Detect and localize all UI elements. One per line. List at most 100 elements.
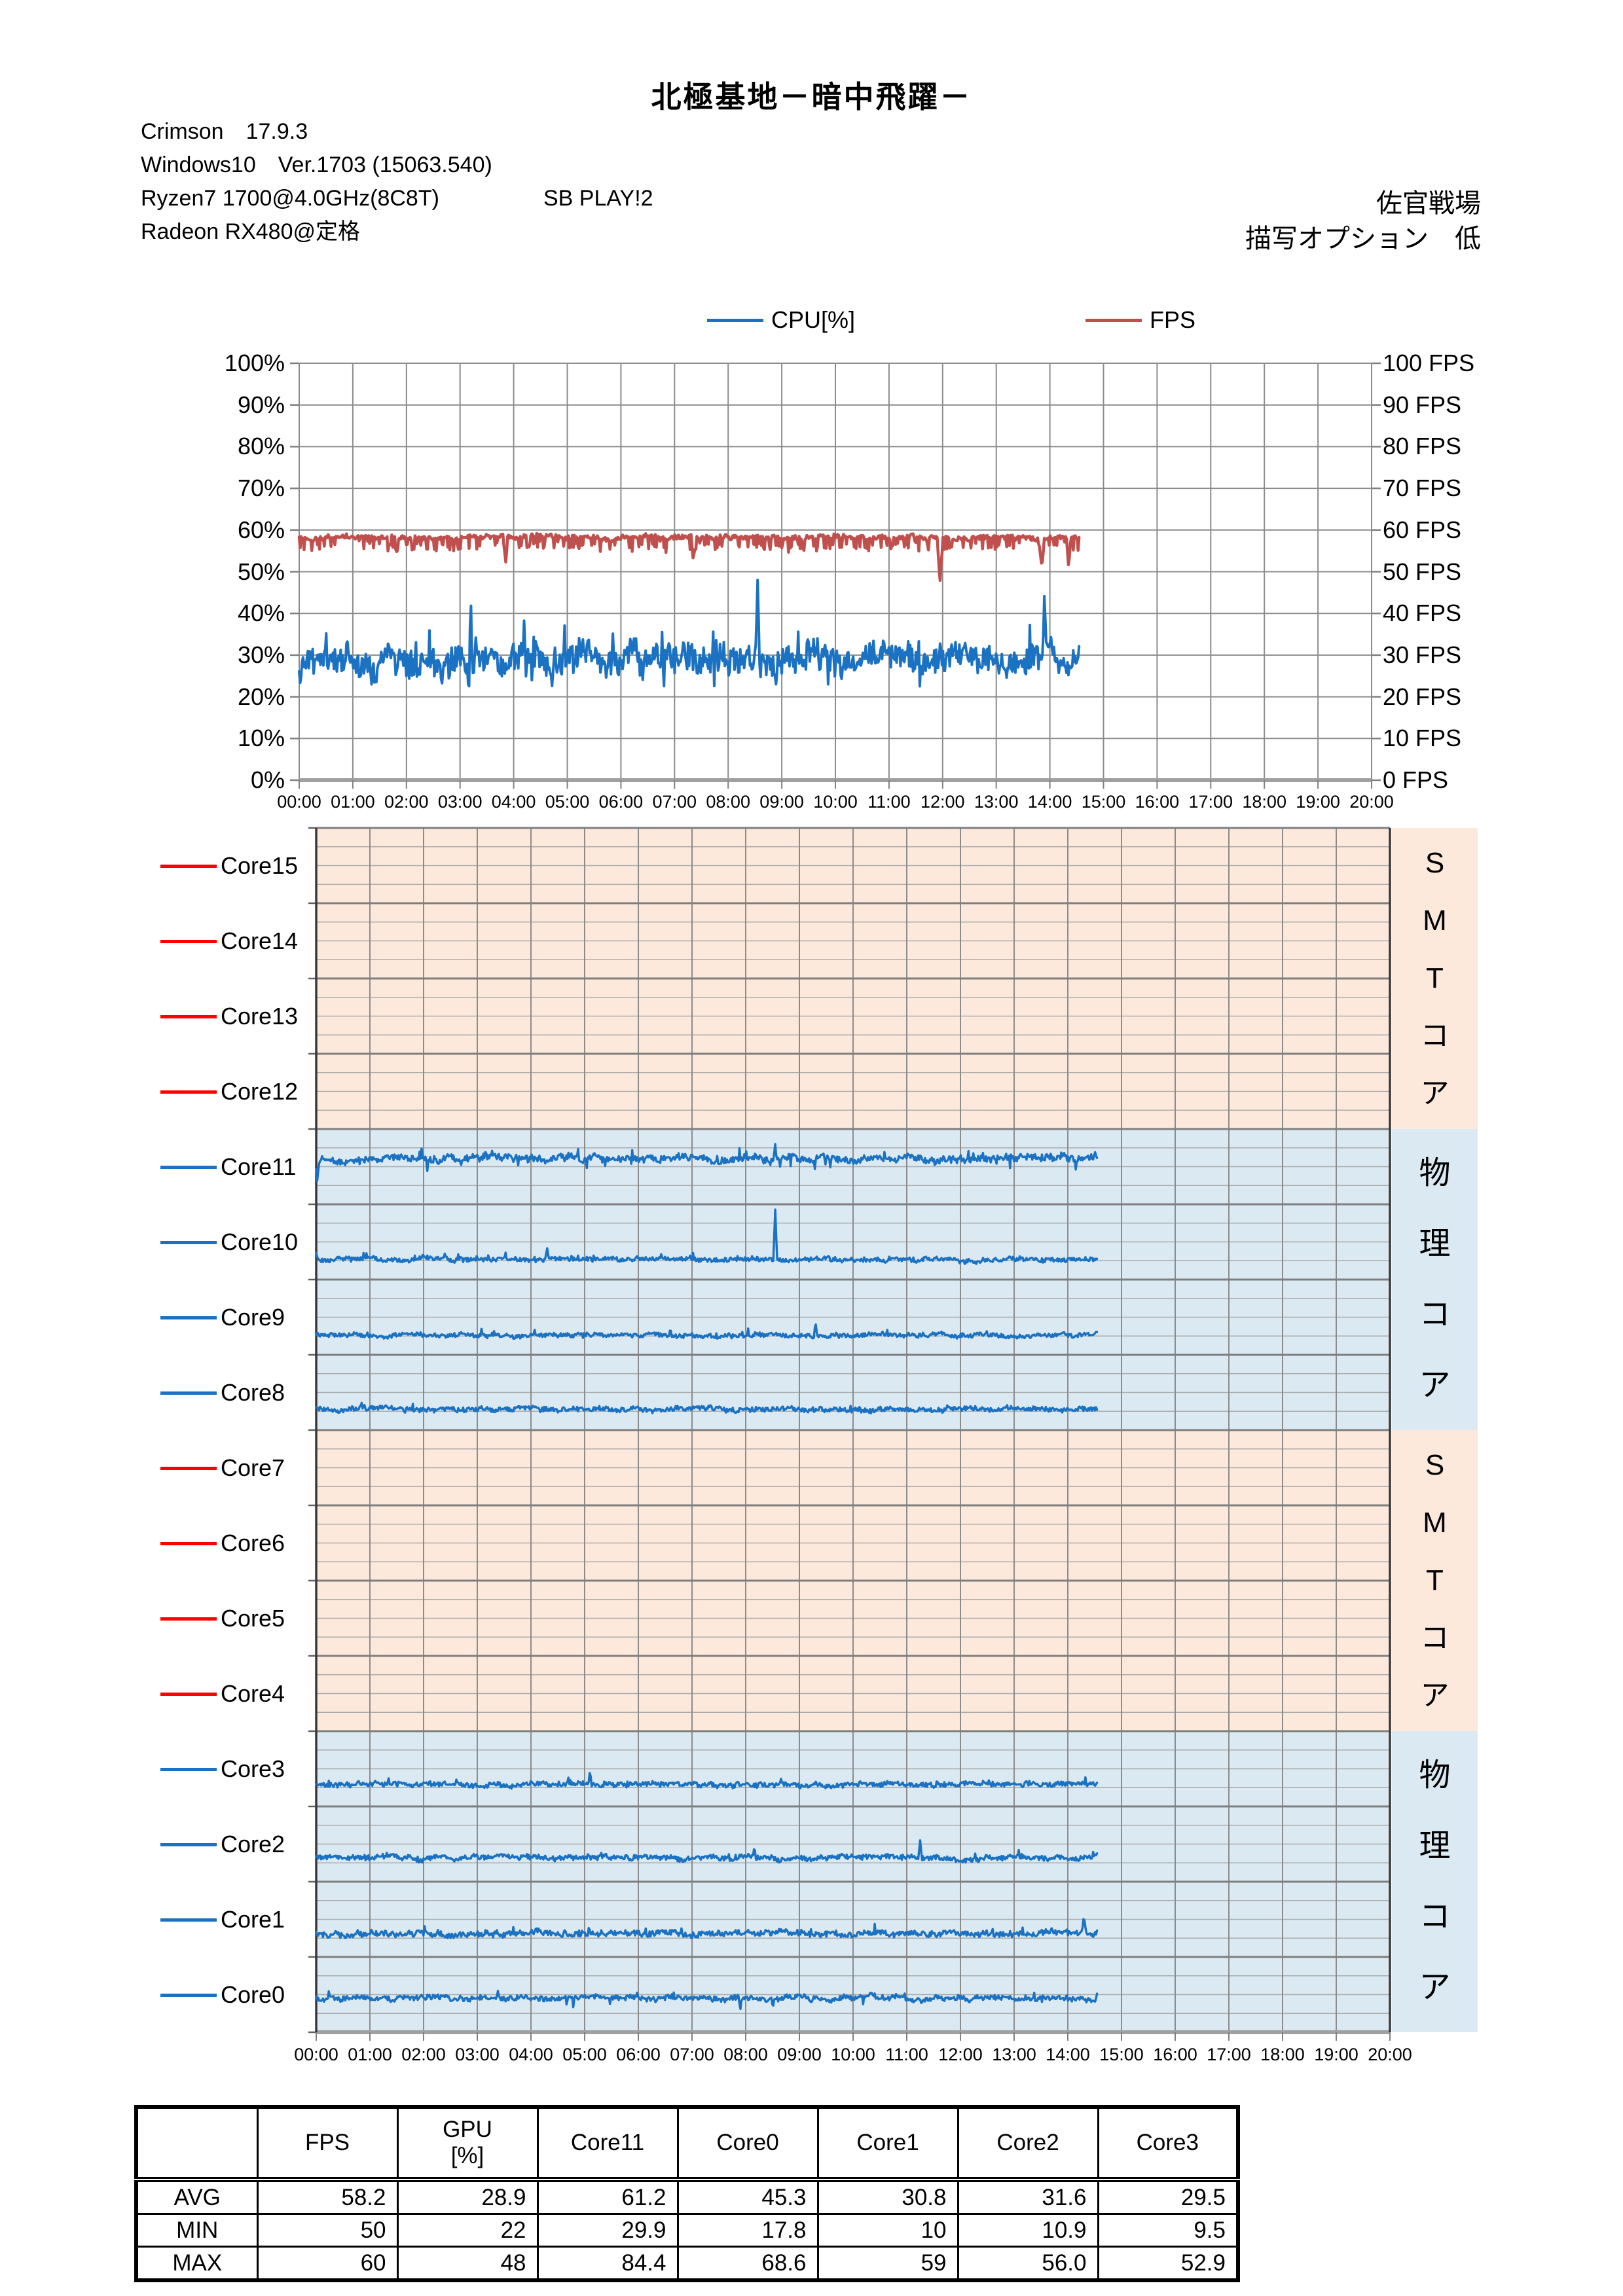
column-header: Core2 — [957, 2106, 1099, 2182]
core-legend-line-icon — [160, 1466, 217, 1470]
core-label: Core10 — [221, 1228, 299, 1255]
time-tick-label: 03:00 — [455, 2045, 500, 2064]
time-tick-label: 12:00 — [938, 2045, 983, 2064]
column-header: Core1 — [816, 2106, 959, 2182]
core-legend-line-icon — [160, 1541, 217, 1545]
core-legend-line-icon — [160, 1165, 217, 1169]
time-tick-label: 08:00 — [706, 792, 750, 812]
percent-tick-label: 10% — [237, 725, 285, 752]
fps-tick-label: 20 FPS — [1383, 683, 1462, 710]
fps-tick-label: 30 FPS — [1383, 641, 1462, 668]
trace-core9 — [315, 1323, 1099, 1340]
percent-tick-label: 40% — [237, 600, 285, 627]
scene-name: 佐官戦場 — [1376, 189, 1481, 218]
core-legend-line-icon — [160, 1918, 217, 1922]
trace-core0 — [315, 1990, 1099, 2011]
core-group-block-physical: 物理コア — [1392, 1731, 1478, 2032]
core-legend-line-icon — [160, 1767, 217, 1771]
benchmark-name: SB PLAY!2 — [543, 186, 653, 211]
time-tick-label: 06:00 — [616, 2045, 661, 2064]
group-label-char: M — [1423, 905, 1447, 937]
table-header-row: FPS GPU [%] Core11 Core0 Core1 Core2 Core3 — [135, 2106, 1239, 2182]
time-tick-label: 08:00 — [723, 2045, 768, 2064]
fps-legend-line-icon — [1085, 318, 1142, 322]
cpu-legend-label: CPU[%] — [771, 306, 856, 333]
stat-value-cell: 52.9 — [1097, 2246, 1239, 2282]
row-label: MIN — [135, 2213, 259, 2248]
percent-tick-label: 100% — [224, 350, 285, 376]
group-label-char: 物 — [1419, 1156, 1451, 1191]
core-label: Core7 — [221, 1454, 285, 1481]
stat-value-cell: 30.8 — [816, 2178, 959, 2215]
group-label-char: ア — [1419, 1368, 1451, 1403]
fps-tick-label: 0 FPS — [1383, 766, 1449, 793]
percent-tick-label: 30% — [237, 641, 285, 668]
stat-value-cell: 17.8 — [676, 2213, 819, 2248]
stat-value-cell: 59 — [816, 2246, 959, 2282]
time-tick-label: 16:00 — [1135, 792, 1180, 812]
time-tick-label: 09:00 — [777, 2045, 822, 2064]
percent-tick-label: 0% — [250, 766, 285, 793]
core-legend-line-icon — [160, 1240, 217, 1244]
core-label: Core12 — [221, 1077, 299, 1105]
time-tick-label: 19:00 — [1296, 792, 1340, 812]
group-label-char: 理 — [1419, 1227, 1451, 1261]
time-tick-label: 12:00 — [921, 792, 965, 812]
fps-tick-label: 50 FPS — [1383, 558, 1462, 585]
driver-version-line: Crimson 17.9.3 — [141, 119, 308, 144]
stat-value-cell: 56.0 — [957, 2246, 1099, 2282]
core-label: Core1 — [221, 1905, 285, 1933]
row-label: MAX — [135, 2246, 259, 2282]
chart-legend: CPU[%] FPS — [707, 306, 1195, 334]
core-legend-line-icon — [160, 939, 217, 943]
time-tick-label: 11:00 — [867, 792, 911, 812]
legend-item-cpu: CPU[%] — [707, 306, 855, 334]
core-label: Core13 — [221, 1002, 299, 1030]
core-legend-line-icon — [160, 864, 217, 868]
time-tick-label: 06:00 — [598, 792, 644, 812]
core-label: Core5 — [221, 1604, 285, 1632]
time-tick-label: 01:00 — [331, 792, 375, 812]
table-row: AVG 58.2 28.9 61.2 45.3 30.8 31.6 29.5 — [135, 2178, 1239, 2215]
core-label: Core4 — [221, 1679, 285, 1707]
group-label-char: S — [1425, 847, 1445, 879]
stat-value-cell: 61.2 — [536, 2178, 679, 2215]
group-label-char: T — [1426, 962, 1444, 994]
group-label-char: コ — [1419, 1899, 1451, 1934]
group-label-char: 物 — [1419, 1758, 1451, 1793]
core-label: Core6 — [221, 1529, 285, 1556]
time-tick-label: 04:00 — [509, 2045, 553, 2064]
percent-tick-label: 90% — [237, 391, 285, 418]
time-tick-label: 10:00 — [831, 2045, 875, 2064]
trace-core10 — [315, 1208, 1099, 1265]
time-tick-label: 17:00 — [1207, 2045, 1251, 2064]
time-tick-label: 19:00 — [1314, 2045, 1359, 2064]
group-label-char: M — [1423, 1507, 1447, 1539]
stat-value-cell: 9.5 — [1097, 2213, 1239, 2248]
trace-fps — [297, 531, 1081, 583]
group-label-char: コ — [1419, 1297, 1451, 1332]
stat-value-cell: 50 — [256, 2213, 399, 2248]
cpu-fps-chart — [290, 362, 1381, 789]
group-label-char: コ — [1420, 1020, 1450, 1052]
cpu-spec-line: Ryzen7 1700@4.0GHz(8C8T) SB PLAY!2 — [141, 182, 653, 215]
time-tick-label: 15:00 — [1099, 2045, 1144, 2064]
cpu-legend-line-icon — [707, 318, 763, 322]
time-tick-label: 11:00 — [885, 2045, 928, 2064]
system-info-block: Crimson 17.9.3 Windows10 Ver.1703 (15063… — [141, 115, 653, 249]
trace-core8 — [315, 1401, 1099, 1415]
time-tick-label: 05:00 — [545, 792, 590, 812]
stats-table: FPS GPU [%] Core11 Core0 Core1 Core2 Core3 AVG 5… — [134, 2105, 1240, 2282]
time-tick-label: 17:00 — [1188, 792, 1233, 812]
column-header: Core3 — [1097, 2106, 1239, 2182]
time-tick-label: 20:00 — [1349, 792, 1394, 812]
core-group-block-physical: 物理コア — [1392, 1129, 1478, 1430]
core-legend-line-icon — [160, 1993, 217, 1997]
row-label: AVG — [135, 2178, 259, 2215]
core-label: Core11 — [221, 1153, 297, 1180]
time-tick-label: 18:00 — [1242, 792, 1286, 812]
stat-value-cell: 10 — [816, 2213, 959, 2248]
stat-value-cell: 48 — [396, 2246, 539, 2282]
